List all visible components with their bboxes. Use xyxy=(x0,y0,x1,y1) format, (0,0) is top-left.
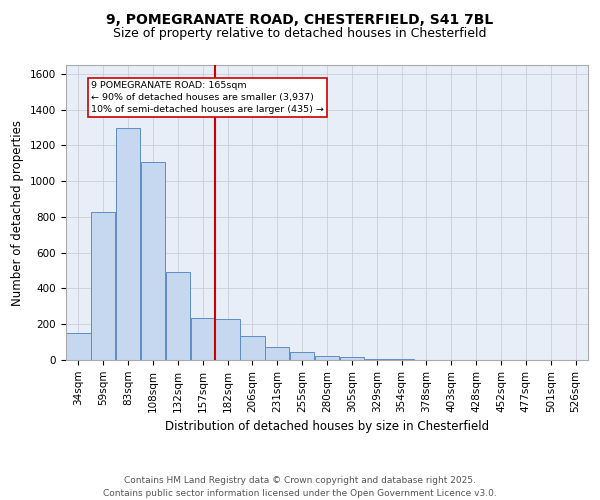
Bar xyxy=(265,348,289,360)
Text: Contains HM Land Registry data © Crown copyright and database right 2025.
Contai: Contains HM Land Registry data © Crown c… xyxy=(103,476,497,498)
Bar xyxy=(141,162,165,360)
Bar xyxy=(66,333,91,360)
Bar xyxy=(240,336,265,360)
Bar xyxy=(290,352,314,360)
Bar xyxy=(166,272,190,360)
X-axis label: Distribution of detached houses by size in Chesterfield: Distribution of detached houses by size … xyxy=(165,420,489,433)
Bar xyxy=(365,359,389,360)
Y-axis label: Number of detached properties: Number of detached properties xyxy=(11,120,25,306)
Bar xyxy=(191,318,215,360)
Bar xyxy=(91,212,115,360)
Bar xyxy=(215,319,240,360)
Text: 9, POMEGRANATE ROAD, CHESTERFIELD, S41 7BL: 9, POMEGRANATE ROAD, CHESTERFIELD, S41 7… xyxy=(106,12,494,26)
Bar xyxy=(116,128,140,360)
Bar xyxy=(315,356,339,360)
Bar xyxy=(340,358,364,360)
Text: 9 POMEGRANATE ROAD: 165sqm
← 90% of detached houses are smaller (3,937)
10% of s: 9 POMEGRANATE ROAD: 165sqm ← 90% of deta… xyxy=(91,81,324,114)
Text: Size of property relative to detached houses in Chesterfield: Size of property relative to detached ho… xyxy=(113,28,487,40)
